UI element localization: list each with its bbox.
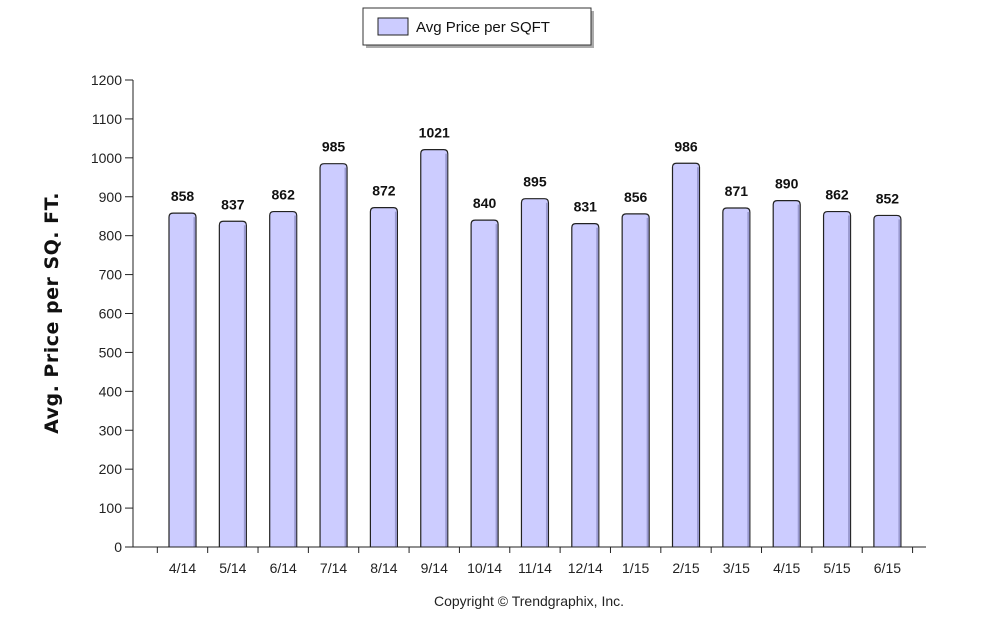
data-label: 837 — [221, 196, 245, 212]
y-axis-label: Avg. Price per SQ. FT. — [41, 192, 63, 434]
y-tick-label: 200 — [99, 461, 123, 477]
y-tick-label: 1000 — [91, 150, 122, 166]
x-tick-label: 11/14 — [518, 560, 552, 576]
y-tick-label: 700 — [99, 267, 123, 283]
data-label: 985 — [322, 139, 346, 155]
data-label: 862 — [825, 187, 849, 203]
x-tick-label: 8/14 — [370, 560, 397, 576]
bar — [722, 207, 751, 547]
y-tick-label: 500 — [99, 344, 123, 360]
legend-swatch — [377, 17, 409, 36]
y-tick-label: 100 — [99, 500, 123, 516]
y-tick-label: 800 — [99, 228, 123, 244]
bar — [470, 219, 499, 547]
x-tick-label: 5/15 — [823, 560, 850, 576]
y-tick-label: 900 — [99, 189, 123, 205]
x-tick-label: 2/15 — [672, 560, 699, 576]
bars: 858 837 862 985 872 1021 840 895 831 856 986 871 890… — [168, 125, 902, 547]
x-axis: 4/14 5/14 6/14 7/14 8/14 9/14 10/14 11/14 12/14 1… — [125, 546, 926, 576]
data-label: 1021 — [419, 125, 450, 141]
bar — [772, 200, 801, 547]
y-tick-label: 1200 — [91, 72, 122, 88]
data-label: 895 — [523, 174, 547, 190]
bar — [822, 210, 852, 547]
bar — [369, 207, 398, 547]
x-tick-label: 5/14 — [219, 560, 246, 576]
x-tick-label: 1/15 — [622, 560, 649, 576]
x-tick-label: 3/15 — [723, 560, 750, 576]
x-tick-label: 7/14 — [320, 560, 347, 576]
y-tick-label: 1100 — [92, 111, 122, 127]
y-tick-label: 300 — [99, 422, 123, 438]
data-label: 856 — [624, 189, 648, 205]
bar — [218, 220, 247, 547]
y-tick-label: 0 — [114, 539, 122, 555]
data-label: 858 — [171, 188, 195, 204]
bar — [319, 163, 348, 547]
legend-label: Avg Price per SQFT — [416, 19, 550, 36]
bar — [621, 213, 650, 547]
data-label: 890 — [775, 176, 799, 192]
x-tick-label: 9/14 — [421, 560, 448, 576]
data-label: 840 — [473, 195, 497, 211]
y-tick-label: 600 — [99, 306, 123, 322]
bar — [168, 212, 197, 547]
bar — [520, 198, 550, 547]
copyright-text: Copyright © Trendgraphix, Inc. — [434, 593, 624, 609]
data-label: 831 — [574, 199, 598, 215]
x-tick-label: 6/15 — [874, 560, 901, 576]
x-tick-label: 12/14 — [568, 560, 603, 576]
legend: Avg Price per SQFT — [362, 7, 594, 48]
data-label: 986 — [674, 138, 698, 154]
x-tick-label: 10/14 — [467, 560, 502, 576]
bar — [269, 210, 298, 547]
x-tick-label: 4/14 — [169, 560, 196, 576]
bar — [420, 149, 449, 547]
data-label: 871 — [725, 183, 749, 199]
bar — [571, 223, 600, 547]
data-label: 872 — [372, 183, 396, 199]
x-tick-label: 6/14 — [270, 560, 297, 576]
y-axis: 0 100 200 300 400 500 600 700 800 900 1000 1100 1200 — [91, 72, 134, 555]
y-tick-label: 400 — [99, 383, 123, 399]
bar — [671, 162, 701, 547]
x-tick-label: 4/15 — [773, 560, 800, 576]
data-label: 852 — [876, 190, 900, 206]
data-label: 862 — [272, 187, 296, 203]
bar — [873, 214, 902, 547]
